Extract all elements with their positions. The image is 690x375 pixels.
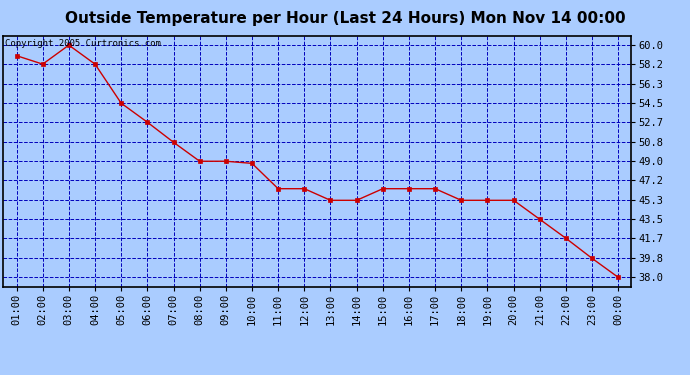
Text: Copyright 2005 Curtronics.com: Copyright 2005 Curtronics.com bbox=[6, 39, 161, 48]
Text: Outside Temperature per Hour (Last 24 Hours) Mon Nov 14 00:00: Outside Temperature per Hour (Last 24 Ho… bbox=[65, 11, 625, 26]
